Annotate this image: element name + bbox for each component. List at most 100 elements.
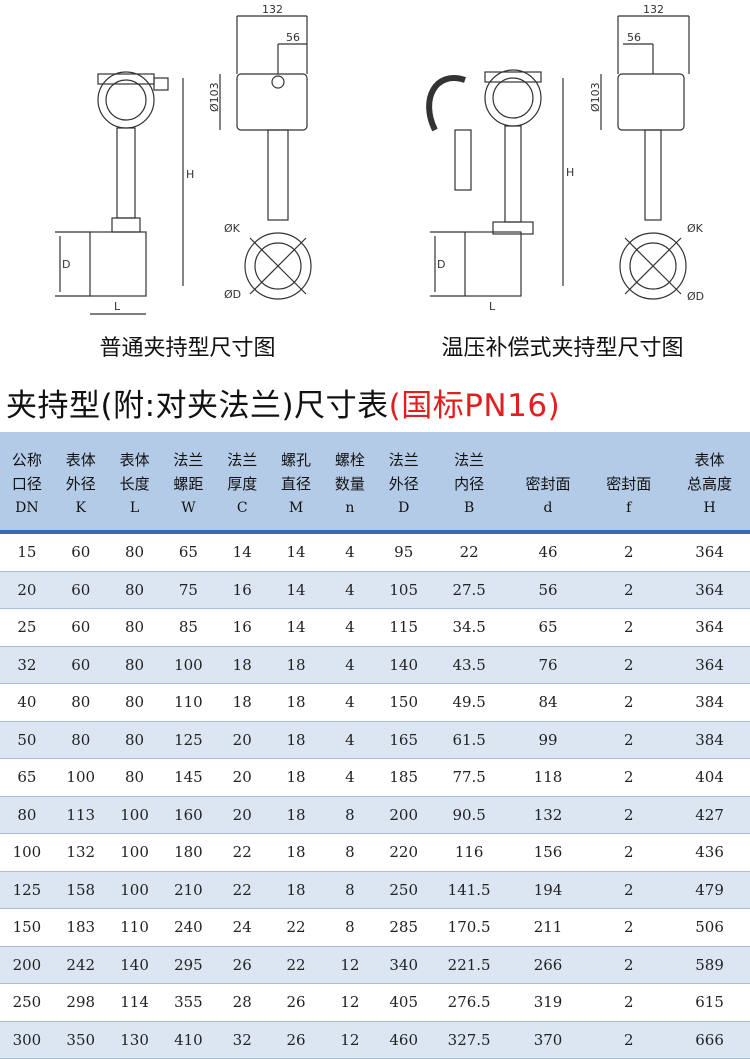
table-cell: 615 xyxy=(669,983,750,1022)
table-row: 50 80 80 125 20 18 4 165 61.5 99 2 384 xyxy=(0,721,750,759)
table-cell: 14 xyxy=(269,532,323,572)
table-cell: 25 xyxy=(0,608,54,647)
table-cell: 276.5 xyxy=(430,983,508,1022)
table-cell: 85 xyxy=(161,608,216,647)
table-cell: 506 xyxy=(669,908,750,947)
caption-standard: 普通夹持型尺寸图 xyxy=(99,336,276,361)
table-cell: 16 xyxy=(215,571,270,609)
table-cell: 40 xyxy=(0,683,54,722)
table-cell: 364 xyxy=(669,646,750,684)
table-cell: 4 xyxy=(322,646,377,684)
table-cell: 15 xyxy=(0,532,54,572)
table-cell: 22 xyxy=(269,946,323,984)
table-row: 32 60 80 100 18 18 4 140 43.5 76 2 364 xyxy=(0,646,750,684)
column-label: 法兰 xyxy=(227,451,258,469)
column-symbol: D xyxy=(398,500,410,516)
column-label: 密封面 xyxy=(606,475,652,493)
column-label: 总高度 xyxy=(687,475,733,493)
table-cell: 2 xyxy=(588,908,670,947)
table-row: 15 60 80 65 14 14 4 95 22 46 2 364 xyxy=(0,532,750,572)
table-cell: 2 xyxy=(588,646,670,684)
column-symbol: C xyxy=(236,500,248,516)
table-cell: 18 xyxy=(269,796,323,834)
column-header: 法兰 内径 B xyxy=(430,432,508,534)
table-cell: 8 xyxy=(322,871,377,909)
table-cell: 28 xyxy=(215,983,270,1022)
table-cell: 80 xyxy=(53,721,108,759)
dim-h: H xyxy=(566,166,574,179)
table-cell: 295 xyxy=(161,946,216,984)
table-cell: 2 xyxy=(588,608,670,647)
table-cell: 18 xyxy=(269,683,323,722)
table-cell: 2 xyxy=(588,571,670,609)
table-cell: 43.5 xyxy=(430,646,508,684)
column-symbol: f xyxy=(626,500,632,516)
table-cell: 2 xyxy=(588,683,670,722)
table-cell: 113 xyxy=(53,796,108,834)
table-cell: 4 xyxy=(322,608,377,647)
table-cell: 250 xyxy=(376,871,431,909)
column-label: 表体 xyxy=(65,451,96,469)
column-label: 螺孔 xyxy=(281,451,312,469)
table-cell: 115 xyxy=(376,608,431,647)
table-cell: 300 xyxy=(0,1021,54,1059)
table-cell: 60 xyxy=(53,571,108,609)
table-cell: 2 xyxy=(588,532,670,572)
table-cell: 18 xyxy=(269,871,323,909)
table-cell: 180 xyxy=(161,833,216,872)
table-cell: 150 xyxy=(376,683,431,722)
table-cell: 80 xyxy=(53,683,108,722)
table-cell: 80 xyxy=(0,796,54,834)
column-header: 螺孔 直径 M xyxy=(269,432,323,534)
table-cell: 221.5 xyxy=(430,946,508,984)
table-cell: 384 xyxy=(669,721,750,759)
dim-103: Ø103 xyxy=(589,82,602,112)
table-cell: 18 xyxy=(269,833,323,872)
table-cell: 140 xyxy=(376,646,431,684)
table-cell: 22 xyxy=(430,532,508,572)
table-cell: 4 xyxy=(322,683,377,722)
table-cell: 460 xyxy=(376,1021,431,1059)
table-cell: 26 xyxy=(269,1021,323,1059)
table-cell: 60 xyxy=(53,532,108,572)
dim-dd: ØD xyxy=(687,290,704,303)
table-cell: 18 xyxy=(269,721,323,759)
column-header: 密封面 d xyxy=(507,432,589,534)
column-symbol: d xyxy=(543,500,553,516)
column-symbol: DN xyxy=(15,500,39,516)
table-cell: 427 xyxy=(669,796,750,834)
drawing-standard: 132 56 Ø103 H D L ØK ØD xyxy=(0,0,375,330)
dim-l: L xyxy=(114,300,121,313)
table-cell: 2 xyxy=(588,983,670,1022)
column-header: 表体 长度 L xyxy=(107,432,162,534)
table-cell: 165 xyxy=(376,721,431,759)
table-cell: 24 xyxy=(215,908,270,947)
table-cell: 285 xyxy=(376,908,431,947)
table-cell: 298 xyxy=(53,983,108,1022)
table-cell: 4 xyxy=(322,532,377,572)
table-cell: 8 xyxy=(322,908,377,947)
table-cell: 4 xyxy=(322,721,377,759)
table-cell: 14 xyxy=(269,571,323,609)
table-cell: 56 xyxy=(507,571,589,609)
table-cell: 26 xyxy=(215,946,270,984)
dim-132: 132 xyxy=(262,3,283,16)
table-cell: 20 xyxy=(215,796,270,834)
table-cell: 118 xyxy=(507,758,589,797)
column-symbol: W xyxy=(181,500,196,516)
table-cell: 319 xyxy=(507,983,589,1022)
table-cell: 2 xyxy=(588,946,670,984)
column-symbol: B xyxy=(463,500,475,516)
table-cell: 22 xyxy=(269,908,323,947)
table-cell: 116 xyxy=(430,833,508,872)
table-cell: 327.5 xyxy=(430,1021,508,1059)
table-cell: 211 xyxy=(507,908,589,947)
table-cell: 60 xyxy=(53,646,108,684)
table-cell: 240 xyxy=(161,908,216,947)
table-cell: 2 xyxy=(588,721,670,759)
table-cell: 76 xyxy=(507,646,589,684)
dim-l: L xyxy=(489,300,496,313)
table-cell: 80 xyxy=(107,758,162,797)
column-label: 螺栓 xyxy=(334,451,365,469)
column-label: 外径 xyxy=(388,475,419,493)
